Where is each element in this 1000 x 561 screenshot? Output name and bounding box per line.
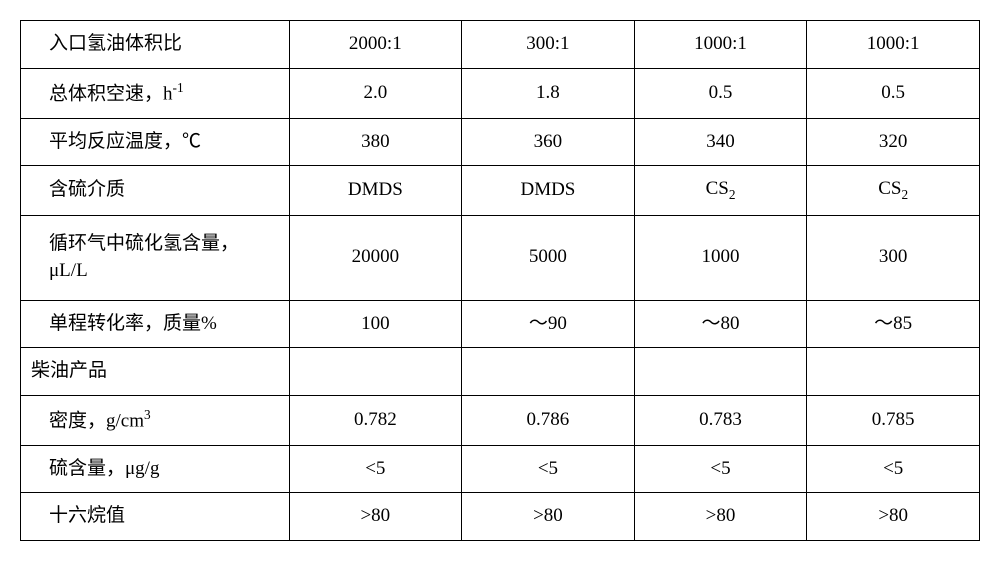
cell xyxy=(807,348,980,396)
cell xyxy=(289,348,462,396)
cell: <5 xyxy=(289,445,462,493)
row-label: 硫含量，μg/g xyxy=(21,445,290,493)
cell xyxy=(634,348,807,396)
cell: 0.5 xyxy=(807,68,980,118)
cell: >80 xyxy=(289,493,462,541)
row-label: 含硫介质 xyxy=(21,166,290,215)
cell: 0.5 xyxy=(634,68,807,118)
cell: >80 xyxy=(807,493,980,541)
cell: 2.0 xyxy=(289,68,462,118)
cell: 360 xyxy=(462,118,635,166)
cell: 300:1 xyxy=(462,21,635,69)
table-row: 平均反应温度，℃380360340320 xyxy=(21,118,980,166)
cell: 100 xyxy=(289,300,462,348)
row-label: 柴油产品 xyxy=(21,348,290,396)
cell: 1000:1 xyxy=(807,21,980,69)
table-row: 十六烷值>80>80>80>80 xyxy=(21,493,980,541)
row-label: 总体积空速，h-1 xyxy=(21,68,290,118)
cell: 20000 xyxy=(289,215,462,300)
row-label: 单程转化率，质量% xyxy=(21,300,290,348)
cell: ～90 xyxy=(462,300,635,348)
cell: 2000:1 xyxy=(289,21,462,69)
table-row: 硫含量，μg/g<5<5<5<5 xyxy=(21,445,980,493)
cell: 0.785 xyxy=(807,395,980,445)
table-row: 单程转化率，质量%100～90～80～85 xyxy=(21,300,980,348)
cell: 340 xyxy=(634,118,807,166)
cell: 1.8 xyxy=(462,68,635,118)
cell: >80 xyxy=(462,493,635,541)
row-label: 十六烷值 xyxy=(21,493,290,541)
table-row: 柴油产品 xyxy=(21,348,980,396)
cell: CS2 xyxy=(634,166,807,215)
data-table: 入口氢油体积比2000:1300:11000:11000:1总体积空速，h-12… xyxy=(20,20,980,541)
cell: 0.782 xyxy=(289,395,462,445)
table-row: 循环气中硫化氢含量，μL/L2000050001000300 xyxy=(21,215,980,300)
cell: 0.783 xyxy=(634,395,807,445)
cell: <5 xyxy=(807,445,980,493)
cell: CS2 xyxy=(807,166,980,215)
cell: 5000 xyxy=(462,215,635,300)
cell: 300 xyxy=(807,215,980,300)
cell: ～85 xyxy=(807,300,980,348)
table-row: 密度，g/cm30.7820.7860.7830.785 xyxy=(21,395,980,445)
table-body: 入口氢油体积比2000:1300:11000:11000:1总体积空速，h-12… xyxy=(21,21,980,541)
cell: DMDS xyxy=(289,166,462,215)
row-label: 密度，g/cm3 xyxy=(21,395,290,445)
cell: 380 xyxy=(289,118,462,166)
table-row: 含硫介质DMDSDMDSCS2CS2 xyxy=(21,166,980,215)
cell: 1000:1 xyxy=(634,21,807,69)
data-table-container: 入口氢油体积比2000:1300:11000:11000:1总体积空速，h-12… xyxy=(20,20,980,541)
cell: 0.786 xyxy=(462,395,635,445)
row-label: 平均反应温度，℃ xyxy=(21,118,290,166)
cell: <5 xyxy=(634,445,807,493)
cell xyxy=(462,348,635,396)
row-label: 入口氢油体积比 xyxy=(21,21,290,69)
cell: >80 xyxy=(634,493,807,541)
cell: <5 xyxy=(462,445,635,493)
cell: 1000 xyxy=(634,215,807,300)
row-label: 循环气中硫化氢含量，μL/L xyxy=(21,215,290,300)
cell: DMDS xyxy=(462,166,635,215)
table-row: 总体积空速，h-12.01.80.50.5 xyxy=(21,68,980,118)
cell: 320 xyxy=(807,118,980,166)
cell: ～80 xyxy=(634,300,807,348)
table-row: 入口氢油体积比2000:1300:11000:11000:1 xyxy=(21,21,980,69)
